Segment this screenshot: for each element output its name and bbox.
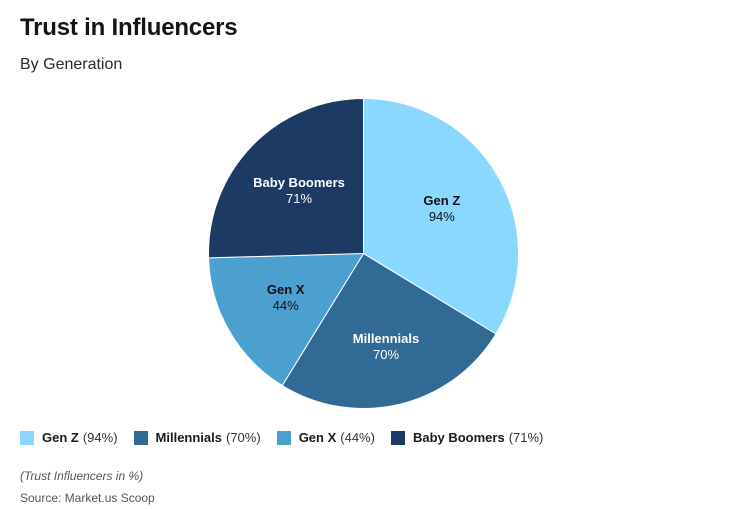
slice-label-name: Baby Boomers (253, 174, 345, 190)
legend-item-millennials[interactable]: Millennials (70%) (133, 430, 261, 445)
chart-note: (Trust Influencers in %) (20, 469, 144, 483)
legend-item-baby-boomers[interactable]: Baby Boomers (71%) (390, 430, 544, 445)
chart-source: Source: Market.us Scoop (20, 491, 155, 505)
legend-label: Millennials (155, 430, 222, 445)
legend-swatch (390, 430, 405, 445)
chart-legend: Gen Z (94%) Millennials (70%) Gen X (44%… (20, 430, 559, 445)
slice-label-name: Millennials (352, 330, 420, 346)
legend-label: Gen Z (42, 430, 79, 445)
slice-label-value: 70% (372, 346, 400, 362)
chart-title: Trust in Influencers (20, 14, 238, 41)
slice-label-value: 44% (272, 298, 299, 314)
legend-value: (44%) (340, 430, 375, 445)
legend-value: (71%) (508, 430, 544, 445)
pie-chart: Gen Z 94% Millennials 70% Gen X 44% Baby… (208, 97, 519, 409)
pie-slice-baby-boomers[interactable] (208, 97, 364, 259)
slice-label-name: Gen Z (423, 193, 461, 209)
slice-label-value: 71% (286, 190, 313, 206)
legend-label: Gen X (298, 430, 337, 445)
pie-slice-millennials[interactable] (281, 252, 497, 409)
chart-subtitle: By Generation (20, 56, 123, 73)
slice-label-baby-boomers: Baby Boomers 71% (253, 175, 345, 207)
pie-slice-gen-x[interactable] (208, 252, 365, 387)
slice-label-gen-x: Gen X 44% (267, 282, 305, 314)
legend-value: (94%) (82, 430, 118, 445)
legend-swatch (276, 430, 291, 445)
legend-item-gen-x[interactable]: Gen X (44%) (276, 430, 375, 445)
slice-label-millennials: Millennials 70% (353, 331, 419, 363)
legend-swatch (20, 430, 34, 445)
slice-label-gen-z: Gen Z 94% (423, 193, 460, 225)
pie-chart-graphic (208, 97, 519, 409)
legend-label: Baby Boomers (412, 430, 505, 445)
pie-slice-gen-z[interactable] (363, 97, 519, 335)
legend-item-gen-z[interactable]: Gen Z (94%) (20, 430, 118, 445)
slice-label-value: 94% (428, 209, 455, 225)
slice-label-name: Gen X (266, 282, 305, 298)
legend-swatch (133, 430, 148, 445)
legend-value: (70%) (226, 430, 261, 445)
